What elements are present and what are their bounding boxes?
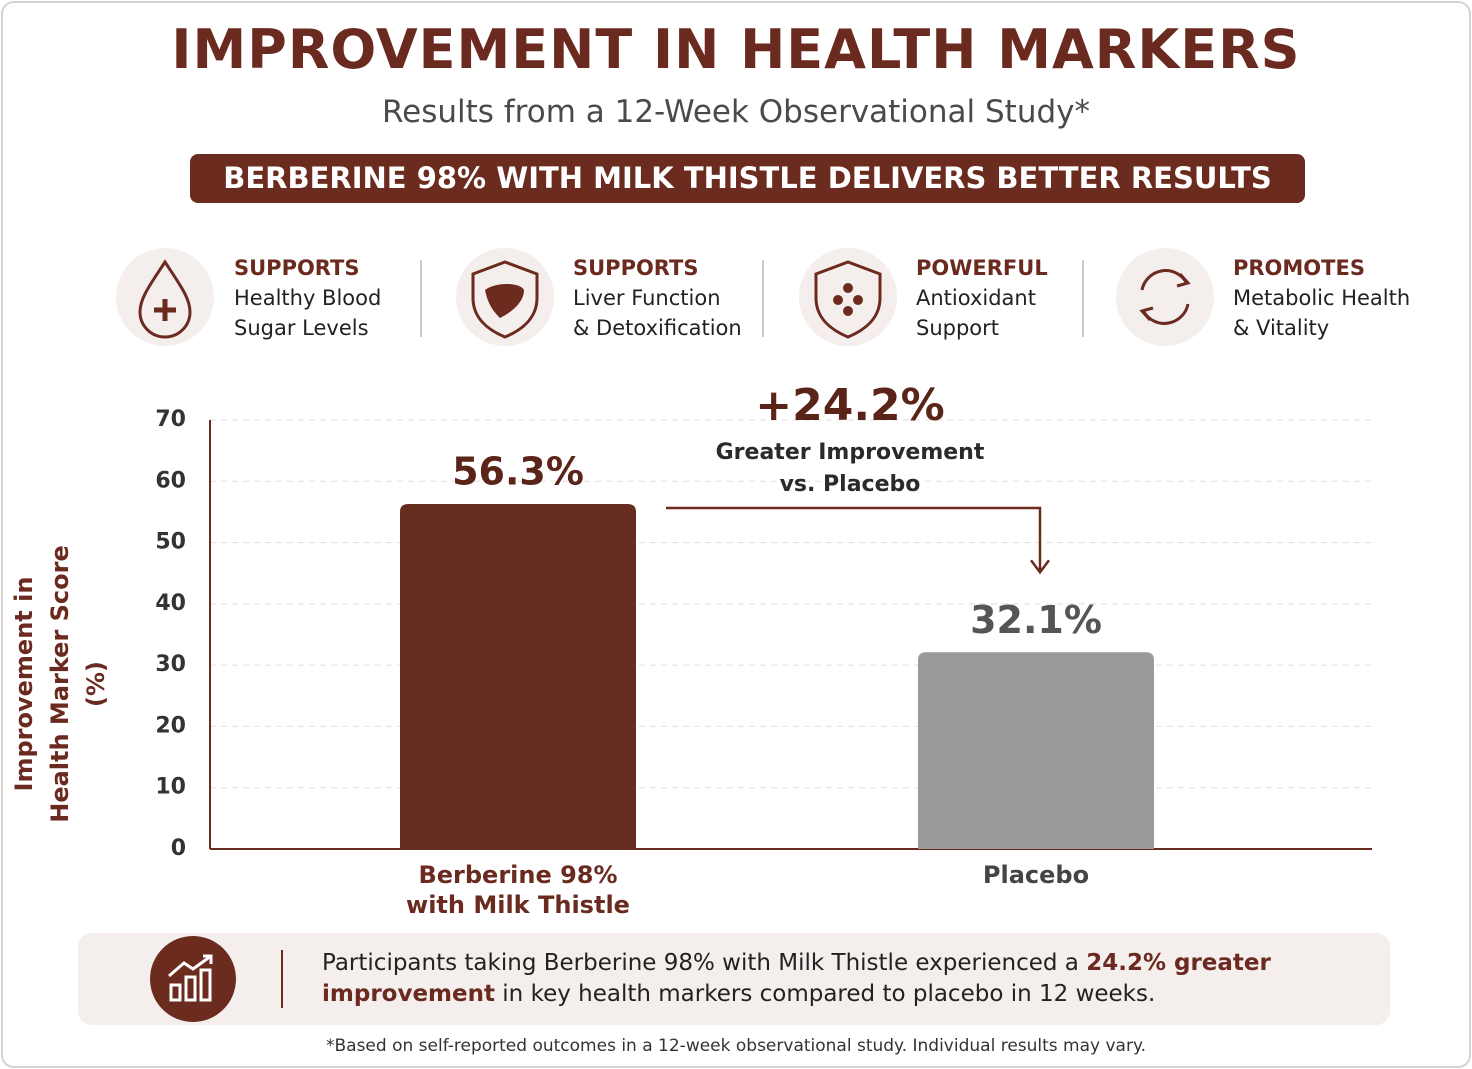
feature-line: Support (916, 316, 1000, 340)
footnote: *Based on self-reported outcomes in a 12… (325, 1036, 1147, 1056)
feature-icons (116, 248, 1214, 346)
summary-text: Participants taking Berberine 98% with M… (322, 948, 1322, 1010)
banner: BERBERINE 98% WITH MILK THISTLE DELIVERS… (190, 154, 1305, 203)
feature-heading: POWERFUL (916, 256, 1048, 280)
y-tick-label: 10 (155, 775, 186, 800)
feature-line: & Detoxification (573, 316, 742, 340)
bar (918, 652, 1154, 849)
summary-part: Participants taking Berberine 98% with M… (322, 950, 1087, 976)
y-tick-label: 20 (155, 713, 186, 738)
feature-line: & Vitality (1233, 316, 1330, 340)
feature-line: Liver Function (573, 286, 721, 310)
feature: SUPPORTS Healthy Blood Sugar Levels (234, 253, 381, 343)
feature: PROMOTES Metabolic Health & Vitality (1233, 253, 1410, 343)
summary-icon (150, 936, 283, 1022)
summary-part: in key health markers compared to placeb… (494, 981, 1156, 1007)
feature-line: Metabolic Health (1233, 286, 1411, 310)
annotation-text: Greater Improvement vs. Placebo (715, 440, 985, 497)
value-label: 56.3% (452, 449, 584, 493)
y-tick-label: 0 (171, 836, 186, 861)
summary-box (78, 933, 1390, 1025)
annotation: +24.2% Greater Improvement vs. Placebo (700, 380, 1000, 501)
feature-line: Healthy Blood (234, 286, 382, 310)
annotation-arrow (666, 506, 1042, 573)
value-label: 32.1% (970, 598, 1102, 642)
summary-highlight: 24.2% greater improvement (322, 950, 1271, 1007)
annotation-value: +24.2% (755, 380, 945, 431)
feature: SUPPORTS Liver Function & Detoxification (573, 253, 742, 343)
feature-heading: SUPPORTS (573, 256, 699, 280)
y-tick-label: 60 (155, 468, 186, 493)
y-tick-label: 70 (155, 407, 186, 432)
y-tick-label: 50 (155, 530, 186, 555)
y-axis-label: Improvement in Health Marker Score (%) (10, 545, 110, 823)
feature-line: Antioxidant (916, 286, 1036, 310)
feature-heading: SUPPORTS (234, 256, 360, 280)
x-tick-label: Berberine 98% with Milk Thistle (406, 861, 630, 919)
feature-heading: PROMOTES (1233, 256, 1365, 280)
arrow-head (1030, 559, 1050, 575)
y-tick-label: 30 (155, 652, 186, 677)
subtitle: Results from a 12-Week Observational Stu… (381, 94, 1091, 130)
title: IMPROVEMENT IN HEALTH MARKERS (171, 18, 1301, 81)
bar (400, 503, 636, 849)
feature-line: Sugar Levels (234, 316, 369, 340)
y-tick-label: 40 (155, 591, 186, 616)
feature: POWERFUL Antioxidant Support (916, 253, 1048, 343)
x-tick-label: Placebo (982, 861, 1090, 889)
